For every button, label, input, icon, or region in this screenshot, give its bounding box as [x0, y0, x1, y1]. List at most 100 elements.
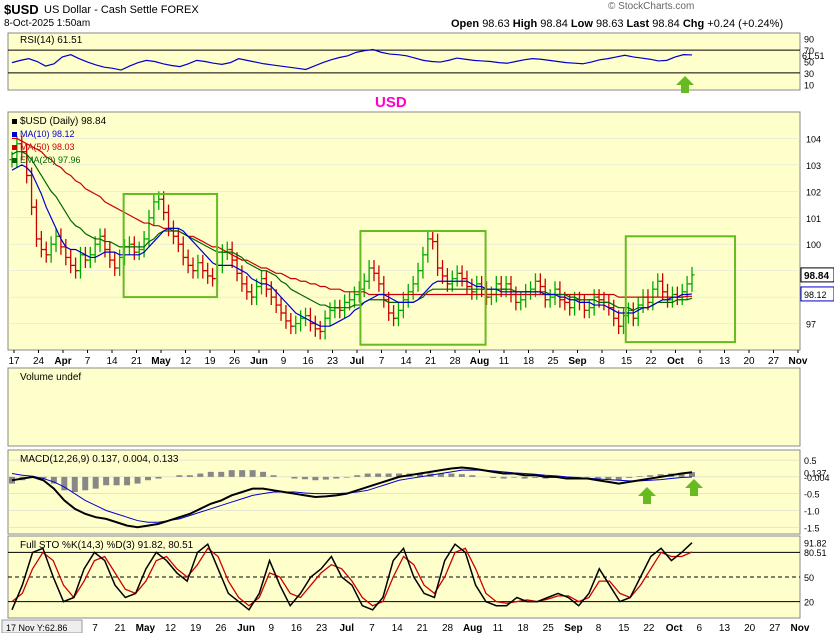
- bottom-x-tick-17: 18: [517, 623, 529, 633]
- chg-label: Chg: [682, 18, 705, 30]
- macd-hist-bar: [197, 473, 204, 477]
- bottom-x-tick-0: 7: [92, 623, 98, 633]
- rsi-y-tick-3: 30: [804, 69, 814, 79]
- price-legend-3: EMA(20) 97.96: [20, 155, 81, 165]
- bottom-x-tick-8: 16: [291, 623, 303, 633]
- macd-y-tick-3: -0.5: [804, 490, 820, 500]
- x-tick-label-5: 21: [131, 356, 143, 367]
- sto-k-line: [11, 542, 693, 611]
- bottom-x-tick-5: 26: [215, 623, 227, 633]
- price-y-tick-0: 104: [806, 134, 821, 144]
- x-tick-label-20: 11: [499, 356, 510, 367]
- macd-hist-bar: [82, 476, 89, 491]
- macd-hist-bar: [218, 471, 225, 477]
- bottom-x-tick-15: Aug: [463, 623, 482, 633]
- bottom-x-tick-28: Nov: [791, 623, 810, 633]
- symbol: $USD: [4, 2, 39, 17]
- x-tick-label-0: 17: [8, 356, 20, 367]
- x-tick-label-32: Nov: [789, 356, 808, 367]
- price-legend-2: MA(50) 98.03: [20, 142, 75, 152]
- x-tick-label-9: 26: [229, 356, 241, 367]
- bottom-x-tick-14: 28: [442, 623, 454, 633]
- x-tick-label-7: 12: [180, 356, 192, 367]
- macd-hist-bar: [291, 476, 298, 479]
- macd-hist-bar: [375, 473, 382, 477]
- macd-hist-bar: [490, 476, 497, 478]
- chg-value: +0.24 (+0.24%): [707, 18, 784, 30]
- bottom-x-tick-20: 8: [596, 623, 602, 633]
- volume-legend: Volume undef: [20, 372, 81, 383]
- sto-legend: Full STO %K(14,3) %D(3) 91.82, 80.51: [20, 540, 194, 551]
- ma10-tag-value: 98.12: [804, 290, 827, 300]
- price-ema20-line: [11, 151, 693, 312]
- x-tick-label-27: Oct: [667, 356, 684, 367]
- macd-hist-bar: [647, 475, 654, 477]
- cursor-readout: 17 Nov Y:62.86: [6, 623, 67, 633]
- x-tick-label-6: May: [151, 356, 171, 367]
- price-y-tick-7: 97: [806, 320, 816, 330]
- macd-hist-bar: [511, 476, 518, 478]
- high-value: 98.84: [540, 18, 568, 30]
- macd-hist-bar: [354, 475, 361, 477]
- panel-macd: [7, 449, 801, 535]
- annotation-box-2: [624, 235, 737, 344]
- macd-hist-bar: [124, 476, 131, 486]
- price-ma50-line: [12, 137, 692, 298]
- macd-hist-bar: [343, 476, 350, 478]
- bottom-x-tick-12: 14: [392, 623, 404, 633]
- macd-arrow-icon-1: [638, 487, 656, 504]
- price-y-tick-3: 101: [806, 214, 821, 224]
- macd-hist-bar: [605, 476, 612, 480]
- macd-y-tick-5: -1.5: [804, 523, 820, 533]
- price-y-tick-4: 100: [806, 240, 821, 250]
- watermark: © StockCharts.com: [608, 1, 695, 12]
- bottom-x-tick-4: 19: [190, 623, 202, 633]
- price-legend-0: $USD (Daily) 98.84: [20, 116, 107, 127]
- low-value: 98.63: [595, 18, 624, 30]
- x-tick-label-26: 22: [645, 356, 657, 367]
- annotation-box-1: [359, 230, 487, 346]
- last-value: 98.84: [652, 18, 680, 30]
- bottom-x-tick-1: 21: [115, 623, 127, 633]
- macd-hist-bar: [615, 476, 622, 481]
- macd-hist-bar: [113, 476, 120, 486]
- macd-hist-bar: [176, 475, 183, 477]
- bottom-x-tick-24: 6: [697, 623, 703, 633]
- last-price-value: 98.84: [804, 271, 829, 282]
- macd-legend: MACD(12,26,9) 0.137, 0.004, 0.133: [20, 454, 179, 465]
- bottom-x-tick-2: May: [136, 623, 156, 633]
- x-tick-label-19: Aug: [470, 356, 489, 367]
- x-tick-label-11: 9: [281, 356, 287, 367]
- ma10-tag: [800, 286, 834, 302]
- x-tick-label-21: 18: [523, 356, 535, 367]
- macd-hist-bar: [50, 476, 57, 484]
- macd-hist-bar: [437, 473, 444, 477]
- x-tick-label-2: Apr: [54, 356, 71, 367]
- macd-hist-bar: [364, 473, 371, 477]
- x-tick-label-1: 24: [33, 356, 45, 367]
- low-label: Low: [570, 18, 593, 30]
- macd-hist-bar: [500, 476, 507, 479]
- rsi-readout: 61.51: [802, 51, 825, 61]
- macd-hist-bar: [385, 473, 392, 477]
- price-y-tick-1: 103: [806, 161, 821, 171]
- bottom-x-tick-26: 20: [744, 623, 756, 633]
- annotation-box-0: [122, 192, 219, 299]
- bottom-x-tick-23: Oct: [666, 623, 683, 633]
- x-tick-label-22: 25: [547, 356, 559, 367]
- macd-hist-bar: [40, 476, 47, 479]
- rsi-y-tick-4: 10: [804, 80, 814, 90]
- x-tick-label-4: 14: [106, 356, 118, 367]
- macd-y-tick-4: -1.0: [804, 506, 820, 516]
- x-tick-label-29: 13: [719, 356, 731, 367]
- price-legend-swatch-3: [12, 158, 17, 163]
- rsi-legend: RSI(14) 61.51: [20, 35, 83, 46]
- macd-arrow-icon-2: [685, 479, 703, 496]
- last-label: Last: [626, 18, 650, 30]
- x-tick-label-15: 7: [379, 356, 385, 367]
- x-tick-label-28: 6: [697, 356, 703, 367]
- instrument-name: US Dollar - Cash Settle FOREX: [44, 4, 199, 16]
- rsi-y-tick-2: 50: [804, 58, 814, 68]
